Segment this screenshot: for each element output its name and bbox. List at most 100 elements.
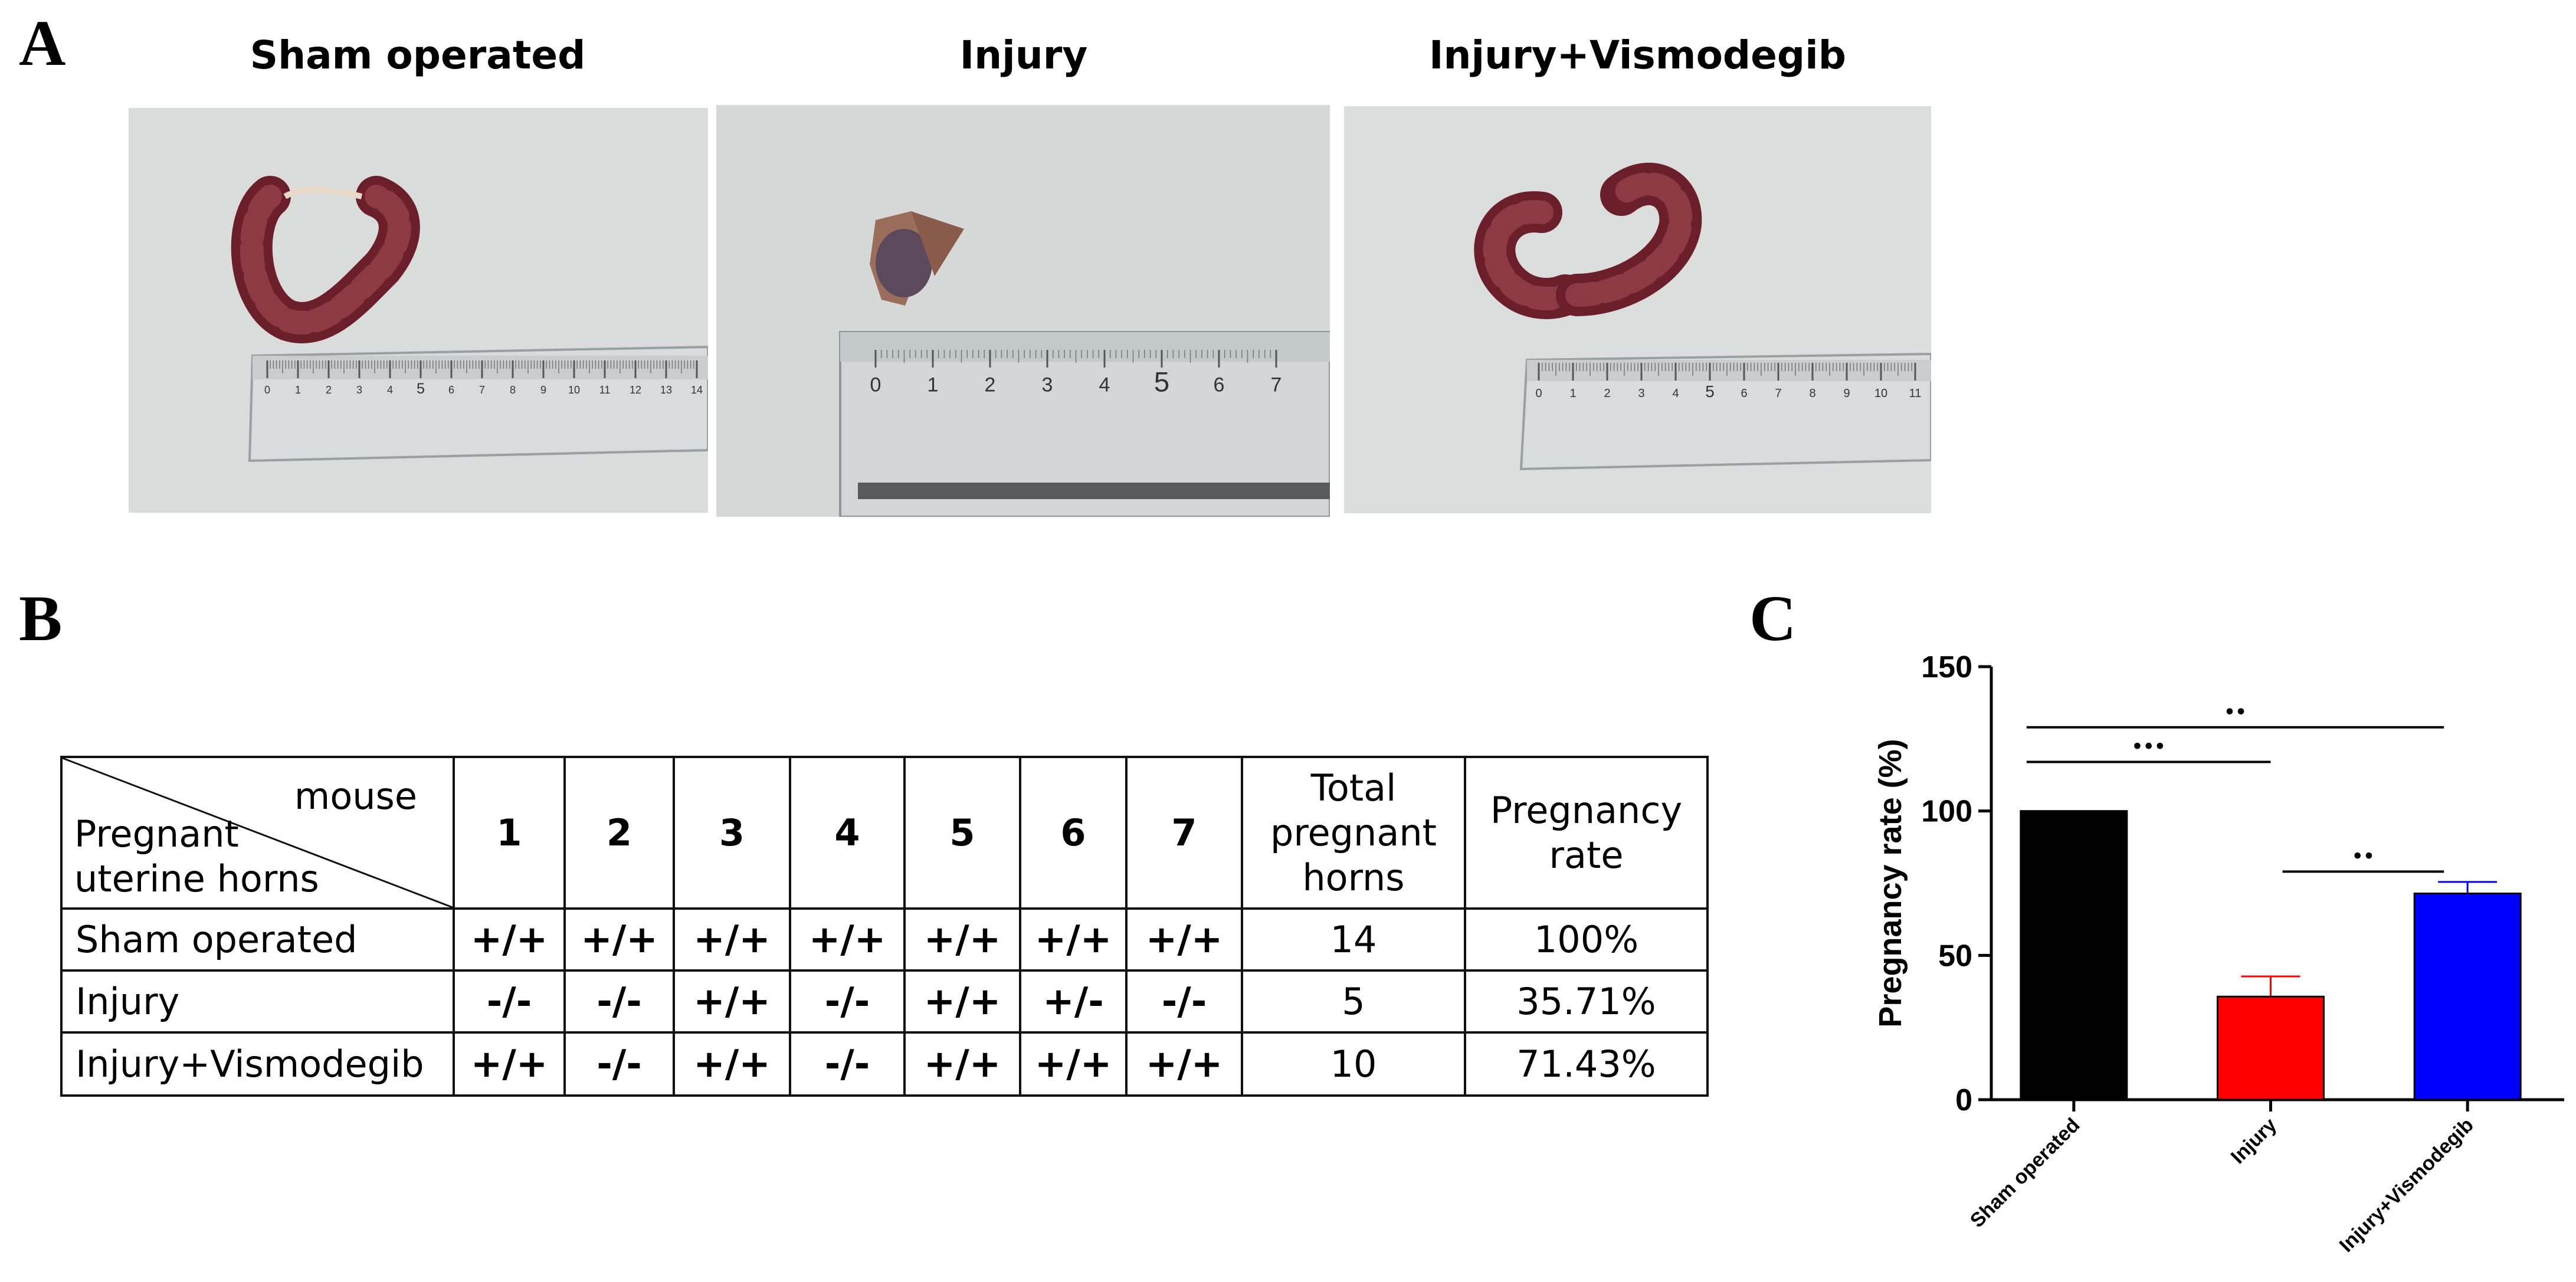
significance-label: •• (2352, 846, 2374, 867)
panel-label-c: C (1749, 582, 1797, 654)
row-group-label: Sham operated (60, 907, 455, 972)
table-cell: +/+ (1125, 1031, 1243, 1097)
mouse-header: 5 (903, 756, 1021, 910)
ruler-label: 10 (568, 384, 580, 396)
table-cell: -/- (1125, 969, 1243, 1034)
panel-label-b: B (19, 582, 63, 654)
ruler-label: 0 (1535, 387, 1542, 400)
photo-title-sham: Sham operated (250, 32, 586, 78)
ruler-label: 8 (510, 384, 516, 396)
total-cell: 10 (1241, 1031, 1466, 1097)
mouse-header: 3 (673, 756, 791, 910)
significance-label: •• (2224, 702, 2246, 723)
ruler-label: 8 (1809, 387, 1815, 400)
table-cell: +/+ (673, 969, 791, 1034)
significance-label: ••• (2132, 736, 2166, 757)
ruler-label: 7 (479, 384, 485, 396)
total-header-line2: pregnant (1270, 811, 1437, 854)
ruler-injury-vismodegib: 0 1 2 3 4 5 6 7 8 9 10 11 (1535, 363, 1921, 401)
table-cell: -/- (453, 969, 566, 1034)
ruler-label: 5 (1154, 367, 1169, 398)
ruler-label: 2 (1604, 387, 1610, 400)
mouse-header: 7 (1125, 756, 1243, 910)
ruler-label: 6 (448, 384, 454, 396)
ruler-label: 13 (660, 384, 672, 396)
bar (2413, 892, 2522, 1101)
table-cell: +/+ (453, 1031, 566, 1097)
ruler-label: 14 (691, 384, 703, 396)
ruler-label: 10 (1874, 387, 1887, 400)
total-cell: 14 (1241, 907, 1466, 972)
corner-label-mouse: mouse (294, 775, 417, 818)
rate-cell: 35.71% (1464, 969, 1709, 1034)
ruler-label: 6 (1214, 374, 1225, 396)
x-tick-label: Injury+Vismodegib (2335, 1114, 2478, 1257)
ruler-label: 4 (387, 384, 393, 396)
photo-title-injury: Injury (959, 32, 1088, 78)
table-cell: -/- (789, 969, 906, 1034)
table-cell: +/- (1019, 969, 1128, 1034)
ruler-label: 6 (1741, 387, 1747, 400)
ruler-label: 1 (295, 384, 301, 396)
ruler-label: 2 (326, 384, 332, 396)
corner-label-line2: uterine horns (74, 857, 319, 900)
diagonal-divider (63, 758, 453, 907)
photo-sham-operated: 0 1 2 3 4 5 6 7 8 9 10 11 12 13 14 (129, 108, 708, 513)
row-group-label: Injury+Vismodegib (60, 1031, 455, 1097)
ruler-label: 12 (630, 384, 641, 396)
uterus-injury-illustration: 0 1 2 3 4 5 6 7 (716, 105, 1330, 517)
ruler-label: 0 (870, 374, 881, 396)
ruler-label: 9 (540, 384, 546, 396)
pregnancy-rate-chart: 0 50 100 150 Pregnancy rate (%) Sham operated… (1873, 650, 2564, 1257)
table-corner-cell: mouse Pregnant uterine horns (60, 756, 455, 910)
table-cell: +/+ (1019, 907, 1128, 972)
bar (2217, 995, 2325, 1101)
ruler-label: 3 (1042, 374, 1053, 396)
y-tick-label: 50 (1938, 939, 1972, 973)
row-group-label: Injury (60, 969, 455, 1034)
y-axis-label: Pregnancy rate (%) (1873, 739, 1908, 1027)
photo-title-injury-vismodegib: Injury+Vismodegib (1428, 32, 1847, 78)
rate-cell: 100% (1464, 907, 1709, 972)
ruler-label: 7 (1775, 387, 1781, 400)
mouse-header: 2 (563, 756, 675, 910)
total-header-line3: horns (1302, 855, 1405, 899)
rate-cell: 71.43% (1464, 1031, 1709, 1097)
table-cell: +/+ (673, 1031, 791, 1097)
table-cell: +/+ (903, 1031, 1021, 1097)
table-row: Sham operated +/+ +/+ +/+ +/+ +/+ +/+ +/… (60, 907, 1709, 972)
rate-header-line1: Pregnancy (1490, 788, 1683, 832)
ruler-label: 4 (1099, 374, 1110, 396)
mouse-header: 1 (453, 756, 566, 910)
pregnancy-rate-header: Pregnancy rate (1464, 756, 1709, 910)
ruler-label: 0 (264, 384, 270, 396)
total-header-line1: Total (1310, 766, 1397, 809)
panel-label-a: A (19, 7, 66, 79)
ruler-label: 11 (599, 384, 611, 396)
x-tick-label: Injury (2227, 1114, 2281, 1168)
ruler-label: 1 (928, 374, 939, 396)
table-header-row: mouse Pregnant uterine horns 1 2 3 4 5 6… (60, 756, 1709, 910)
table-row: Injury -/- -/- +/+ -/- +/+ +/- -/- 5 35.… (60, 969, 1709, 1034)
ruler-injury: 0 1 2 3 4 5 6 7 (870, 350, 1282, 398)
bar (2020, 810, 2128, 1101)
ruler-label: 11 (1909, 387, 1922, 400)
ruler-label: 5 (1705, 382, 1715, 401)
table-cell: +/+ (789, 907, 906, 972)
ruler-label: 9 (1843, 387, 1850, 400)
table-cell: +/+ (903, 969, 1021, 1034)
mouse-header: 4 (789, 756, 906, 910)
table-cell: +/+ (903, 907, 1021, 972)
y-tick-label: 100 (1921, 795, 1972, 829)
rate-header-line2: rate (1549, 833, 1624, 877)
table-cell: +/+ (1125, 907, 1243, 972)
uterus-vismodegib-illustration: 0 1 2 3 4 5 6 7 8 9 10 11 (1344, 106, 1931, 513)
table-cell: +/+ (1019, 1031, 1128, 1097)
pregnancy-table: mouse Pregnant uterine horns 1 2 3 4 5 6… (60, 756, 1709, 1097)
photo-injury: 0 1 2 3 4 5 6 7 (716, 105, 1330, 517)
mouse-header: 6 (1019, 756, 1128, 910)
x-tick-label: Sham operated (1966, 1114, 2085, 1232)
ruler-label: 3 (1638, 387, 1644, 400)
corner-label-horns: Pregnant uterine horns (74, 812, 319, 901)
table-cell: -/- (563, 1031, 675, 1097)
